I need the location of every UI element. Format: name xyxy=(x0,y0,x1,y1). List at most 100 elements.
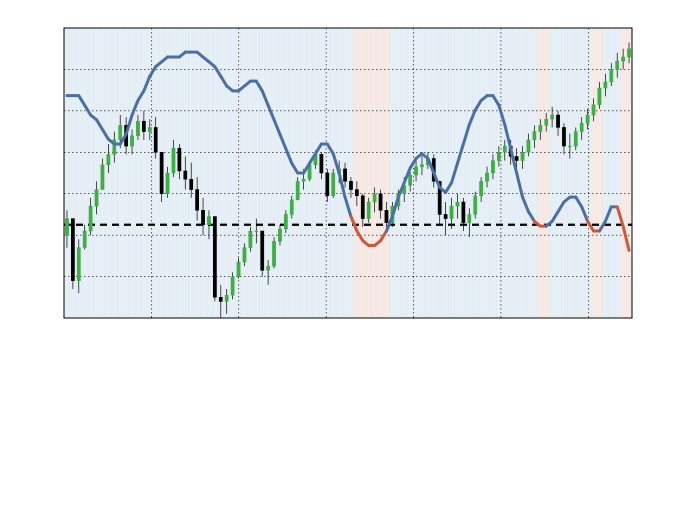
candle-body xyxy=(136,121,139,136)
candle-body xyxy=(119,125,122,140)
candle-body xyxy=(272,241,275,266)
tint-bar xyxy=(531,28,537,318)
candle-body xyxy=(373,194,376,202)
candle-body xyxy=(361,196,364,219)
tint-bar xyxy=(573,28,579,318)
tint-bar xyxy=(496,28,502,318)
tint-bar xyxy=(460,28,466,318)
tint-bar xyxy=(366,28,372,318)
tint-bar xyxy=(537,28,543,318)
candle-body xyxy=(284,214,287,229)
tint-bar xyxy=(508,28,514,318)
candle-body xyxy=(77,248,80,281)
candle-body xyxy=(225,295,228,301)
candle-body xyxy=(320,154,323,173)
candle-body xyxy=(610,69,613,81)
candle-body xyxy=(142,121,145,131)
candle-body xyxy=(166,173,169,194)
tint-bar xyxy=(597,28,603,318)
candle-body xyxy=(130,136,133,146)
tint-bar xyxy=(64,28,70,318)
candle-body xyxy=(343,169,346,181)
tint-bar xyxy=(620,28,626,318)
candle-body xyxy=(154,127,157,152)
tint-bar xyxy=(354,28,360,318)
candle-body xyxy=(580,123,583,131)
tint-bar xyxy=(384,28,390,318)
candle-body xyxy=(201,210,204,225)
tint-bar xyxy=(389,28,395,318)
candle-body xyxy=(296,181,299,200)
tint-bar xyxy=(520,28,526,318)
candle-body xyxy=(485,173,488,181)
candle-body xyxy=(586,115,589,123)
candle-body xyxy=(503,146,506,152)
candle-body xyxy=(249,231,252,248)
tint-bar xyxy=(549,28,555,318)
candle-body xyxy=(213,217,216,298)
candle-body xyxy=(172,148,175,173)
tint-bar xyxy=(141,28,147,318)
candle-body xyxy=(556,115,559,127)
candle-body xyxy=(160,152,163,193)
candle-body xyxy=(83,231,86,248)
candle-body xyxy=(367,202,370,219)
tint-bar xyxy=(313,28,319,318)
candle-body xyxy=(533,132,536,140)
candle-body xyxy=(195,190,198,211)
tint-bar xyxy=(478,28,484,318)
oil-positioning-chart xyxy=(0,0,680,519)
candle-body xyxy=(290,200,293,215)
candle-body xyxy=(231,277,234,296)
tint-bar xyxy=(129,28,135,318)
candle-body xyxy=(71,219,74,281)
candle-body xyxy=(101,165,104,190)
tint-bar xyxy=(94,28,100,318)
tint-bar xyxy=(360,28,366,318)
tint-bar xyxy=(561,28,567,318)
tint-bar xyxy=(591,28,597,318)
tint-bar xyxy=(271,28,277,318)
candle-body xyxy=(539,125,542,131)
tint-bar xyxy=(567,28,573,318)
tint-bar xyxy=(555,28,561,318)
tint-bar xyxy=(111,28,117,318)
candle-body xyxy=(219,297,222,301)
candle-body xyxy=(444,214,447,218)
chart-container xyxy=(0,0,680,519)
tint-bar xyxy=(194,28,200,318)
tint-bar xyxy=(543,28,549,318)
tint-bar xyxy=(526,28,532,318)
tint-bar xyxy=(348,28,354,318)
candle-body xyxy=(326,173,329,196)
tint-bar xyxy=(579,28,585,318)
tint-bar xyxy=(443,28,449,318)
candle-body xyxy=(627,49,630,57)
tint-bar xyxy=(602,28,608,318)
candle-body xyxy=(332,173,335,196)
candle-body xyxy=(190,179,193,189)
candle-body xyxy=(527,140,530,152)
tint-bar xyxy=(135,28,141,318)
candle-body xyxy=(385,210,388,222)
tint-bar xyxy=(372,28,378,318)
candle-body xyxy=(379,194,382,211)
tint-bar xyxy=(277,28,283,318)
candle-body xyxy=(550,115,553,119)
candle-body xyxy=(592,105,595,115)
candle-body xyxy=(521,152,524,160)
tint-bar xyxy=(472,28,478,318)
candle-body xyxy=(184,171,187,179)
candle-body xyxy=(107,154,110,164)
tint-bar xyxy=(247,28,253,318)
candle-body xyxy=(278,229,281,241)
candle-body xyxy=(497,152,500,160)
tint-bar xyxy=(289,28,295,318)
candle-body xyxy=(568,146,571,147)
tint-bar xyxy=(585,28,591,318)
tint-bar xyxy=(123,28,129,318)
tint-bar xyxy=(200,28,206,318)
tint-bar xyxy=(395,28,401,318)
candle-body xyxy=(95,190,98,207)
candle-body xyxy=(562,127,565,146)
